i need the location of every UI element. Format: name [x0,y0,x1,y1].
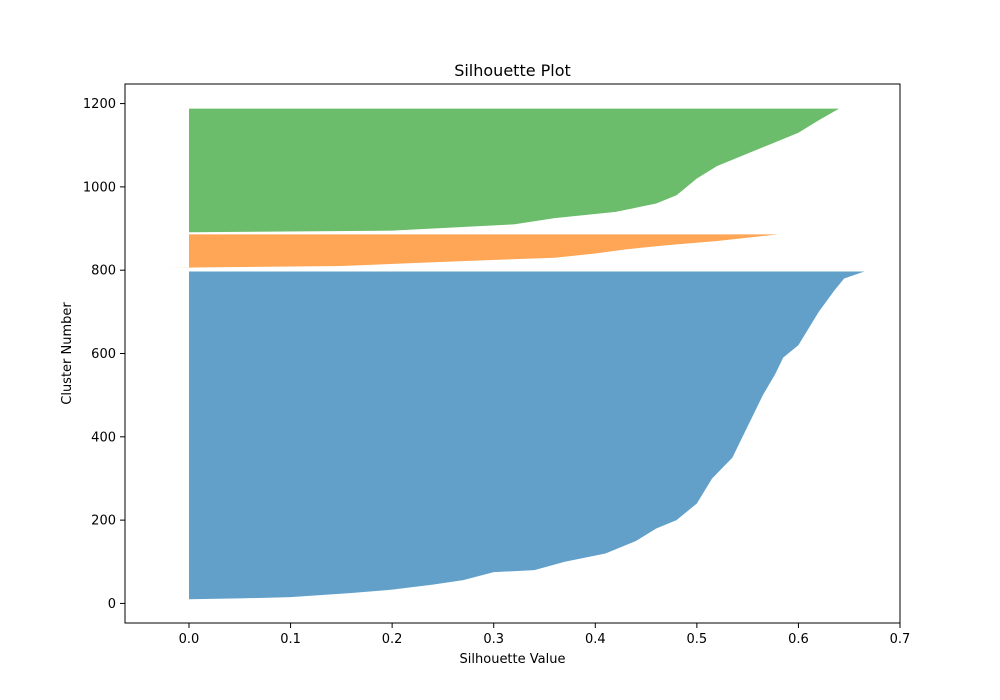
cluster-silhouette-area-2 [188,108,840,233]
x-tick-label: 0.6 [788,632,809,647]
x-axis-label: Silhouette Value [460,652,566,667]
x-tick-label: 0.7 [890,632,911,647]
y-tick-label: 800 [91,264,116,279]
x-tick-label: 0.0 [179,632,200,647]
cluster-silhouette-area-0 [188,271,865,600]
x-tick-label: 0.1 [280,632,301,647]
chart-title: Silhouette Plot [454,61,571,80]
x-tick-label: 0.4 [585,632,606,647]
x-tick-label: 0.3 [483,632,504,647]
x-tick-label: 0.5 [687,632,708,647]
y-tick-label: 1200 [83,97,116,112]
y-tick-label: 1000 [83,180,116,195]
x-axis-ticks: 0.0 0.1 0.2 0.3 0.4 0.5 0.6 0.7 [179,623,911,647]
y-axis-ticks: 0 200 400 600 800 1000 1200 [83,97,125,612]
y-tick-label: 0 [108,597,116,612]
y-tick-label: 600 [91,347,116,362]
x-tick-label: 0.2 [382,632,403,647]
y-tick-label: 200 [91,514,116,529]
y-axis-label: Cluster Number [60,302,75,405]
y-tick-label: 400 [91,430,116,445]
plot-area [168,108,865,600]
cluster-silhouette-area-1 [168,234,779,268]
